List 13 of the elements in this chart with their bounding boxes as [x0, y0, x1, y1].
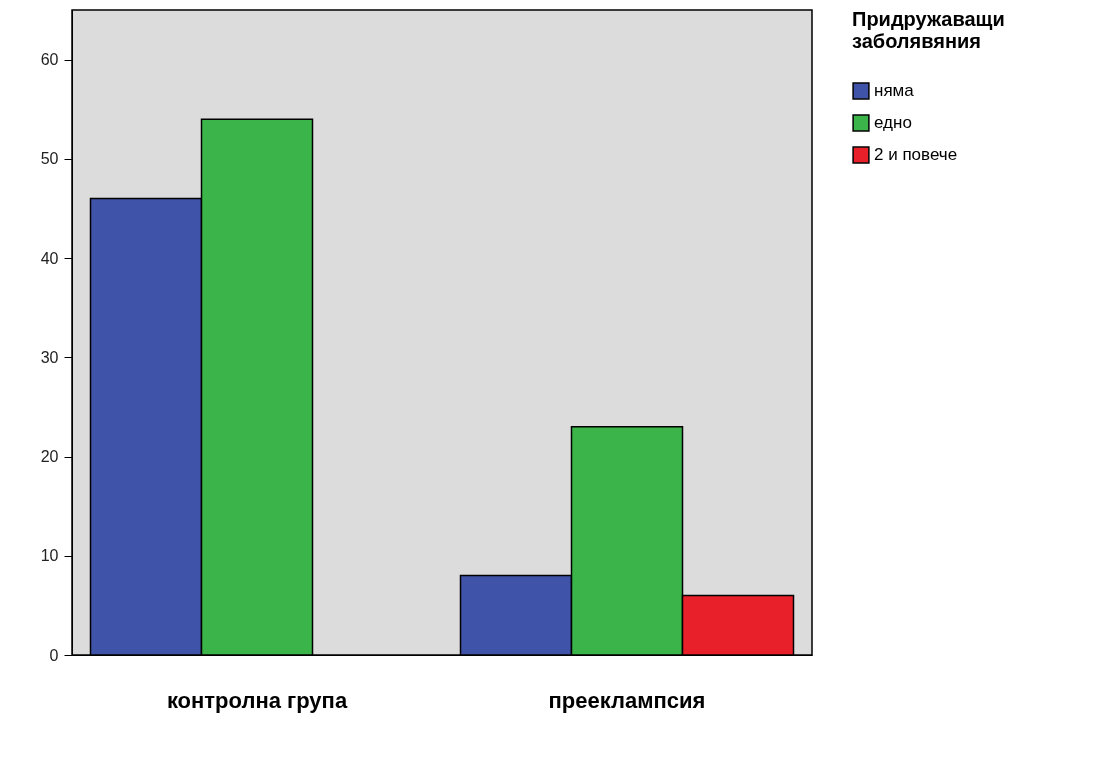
y-tick-label: 20: [40, 448, 59, 466]
legend-label: няма: [874, 81, 915, 100]
y-tick-label: 40: [40, 249, 59, 267]
y-tick-label: 10: [40, 547, 59, 565]
x-tick-label: прееклампсия: [548, 687, 706, 713]
y-tick-label: 0: [49, 646, 59, 664]
legend-label: 2 и повече: [874, 145, 958, 164]
legend-title: Придружаващи заболявяния: [852, 8, 1005, 52]
y-tick-label: 60: [40, 51, 59, 69]
y-tick-label: 30: [40, 348, 59, 366]
x-tick-label: контролна група: [166, 687, 348, 713]
legend-label: едно: [874, 113, 912, 132]
y-tick-label: 50: [40, 150, 59, 168]
